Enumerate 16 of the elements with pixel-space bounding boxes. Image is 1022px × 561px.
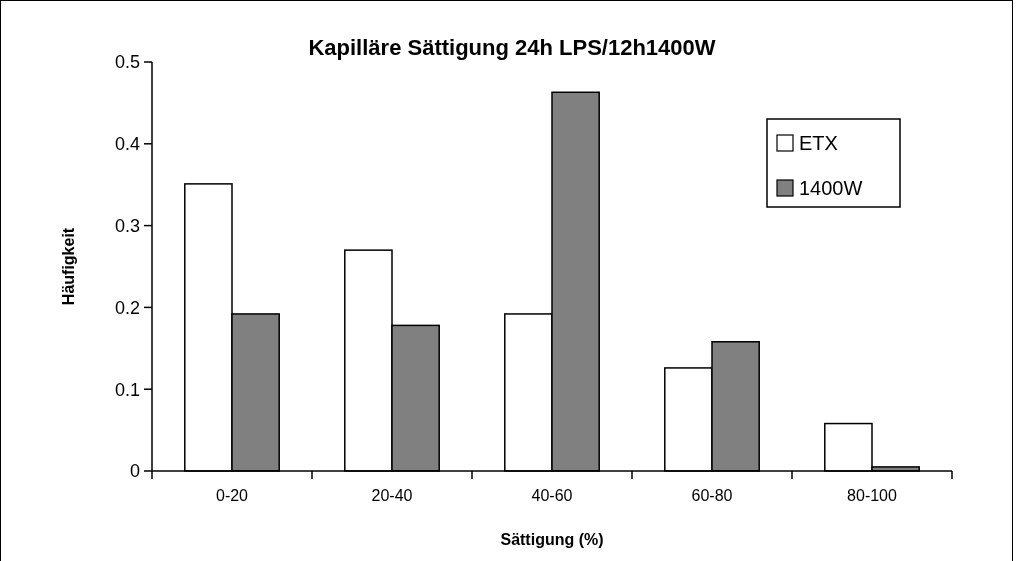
chart-title: Kapilläre Sättigung 24h LPS/12h1400W	[308, 35, 716, 60]
legend-label: ETX	[799, 132, 838, 154]
x-tick-label: 40-60	[531, 487, 573, 504]
y-tick-label: 0.2	[114, 297, 140, 318]
x-axis-title: Sättigung (%)	[500, 531, 604, 548]
x-tick-label: 60-80	[691, 487, 733, 504]
y-tick-label: 0.4	[114, 134, 140, 155]
x-tick-label: 80-100	[847, 487, 898, 504]
y-axis-title: Häufigkeit	[60, 227, 77, 306]
x-tick-label: 20-40	[371, 487, 413, 504]
y-tick-label: 0.1	[114, 379, 140, 400]
legend-label: 1400W	[799, 177, 863, 199]
x-tick-label: 0-20	[215, 487, 249, 504]
y-tick-label: 0	[129, 461, 140, 482]
y-tick-label: 0.3	[114, 215, 140, 236]
y-tick-label: 0.5	[114, 52, 140, 73]
